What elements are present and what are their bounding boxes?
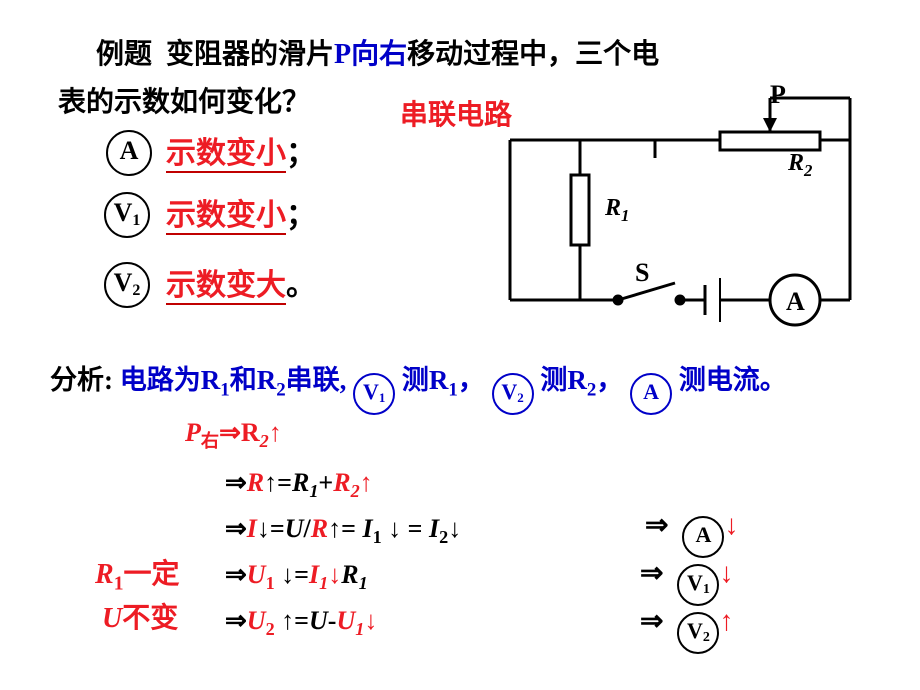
v1-sub: 1 [132, 212, 140, 229]
ca-icon: A [682, 516, 724, 558]
anv2v: V [501, 379, 517, 404]
reason-3: ⇒I↓=U/R↑= I1 ↓ = I2↓ [225, 514, 461, 548]
title-line1: 例题 变阻器的滑片P向右移动过程中，三个电 [96, 32, 659, 72]
cv2-arrow: ⇒ [640, 606, 663, 637]
r2-r: R [788, 150, 804, 176]
anv1s: 1 [379, 390, 386, 405]
cv2s: 2 [703, 630, 710, 645]
cv2v: V [687, 618, 703, 643]
reason-2: ⇒R↑=R1+R2↑ [225, 468, 373, 502]
anv2s: 2 [517, 390, 524, 405]
r1-label: R1 [605, 195, 629, 226]
r1c: ↑ [269, 418, 282, 447]
analysis-row: 分析: 电路为R1和R2串联, V1 测R1， V2 测R2， A 测电流。 [50, 358, 787, 415]
v2-v: V [114, 268, 133, 297]
r1-sub: 1 [621, 206, 629, 225]
nr1s: 1 [114, 574, 124, 595]
answer-v1: 示数变小； [166, 190, 316, 234]
anv1v: V [363, 379, 379, 404]
r2-sub: 2 [804, 161, 812, 180]
title-line2: 表的示数如何变化？ [58, 80, 310, 120]
r1a: P [185, 418, 201, 447]
an-d: 测R [402, 365, 449, 395]
conc-v1: ⇒ V1↓ [640, 556, 733, 606]
conc-v2: ⇒ V2↑ [640, 604, 733, 654]
cv1-icon: V1 [677, 564, 719, 606]
p-label: P [770, 80, 786, 110]
an-h: 测电流。 [679, 365, 787, 395]
r2-label: R2 [788, 150, 812, 181]
nr1t: 一定 [123, 559, 179, 590]
note-u: U不变 [102, 596, 178, 636]
circuit-diagram: A [480, 90, 880, 340]
cv2-icon: V2 [677, 612, 719, 654]
an-e: ， [458, 365, 485, 395]
title-1c: 移动过程中，三个电 [407, 39, 659, 70]
ammeter-a-label: A [786, 287, 805, 316]
meter-a-icon: A [106, 130, 152, 176]
title-1b: 向右 [351, 39, 407, 70]
an-s2: 2 [276, 379, 285, 400]
ca-arrow: ⇒ [645, 510, 668, 541]
cv1v: V [687, 570, 703, 595]
semi-v1: ； [286, 199, 316, 232]
meter-v2-icon: V2 [104, 262, 150, 308]
reason-5: ⇒U2 ↑=U-U1↓ [225, 606, 377, 640]
physics-slide: 例题 变阻器的滑片P向右移动过程中，三个电 表的示数如何变化？ 串联电路 A 示… [0, 0, 920, 690]
row-a: A [106, 130, 152, 176]
answer-v2-text: 示数变大 [166, 269, 286, 305]
answer-a-text: 示数变小 [166, 137, 286, 173]
an-f: 测R [540, 365, 587, 395]
reason-1: P右⇒R2↑ [185, 418, 282, 453]
row-v2: V2 [104, 262, 150, 308]
answer-v2: 示数变大。 [166, 260, 316, 304]
an-a-icon: A [630, 373, 672, 415]
an-v2-icon: V2 [492, 373, 534, 415]
s-label: S [635, 258, 649, 288]
r2a: ⇒R↑=R1+R2↑ [225, 468, 373, 497]
answer-v1-text: 示数变小 [166, 199, 286, 235]
analysis-label: 分析: [50, 365, 113, 395]
r1b: ⇒R [219, 418, 260, 447]
cv2-up: ↑ [719, 606, 733, 637]
meter-v1-icon: V1 [104, 192, 150, 238]
title-2: 表的示数如何变化？ [58, 87, 310, 118]
row-v1: V1 [104, 192, 150, 238]
cv1s: 1 [703, 582, 710, 597]
conc-a: ⇒ A↓ [645, 508, 738, 558]
r1s: 右 [201, 431, 219, 451]
r1-r: R [605, 195, 621, 221]
answer-a: 示数变小； [166, 128, 316, 172]
reason-4: ⇒U1 ↓=I1↓R1 [225, 560, 368, 594]
v2-sub: 2 [132, 282, 140, 299]
semi-a: ； [286, 137, 316, 170]
cv1-down: ↓ [719, 558, 733, 589]
cv1-arrow: ⇒ [640, 558, 663, 589]
title-prefix: 例题 [96, 39, 152, 70]
an-a: 电路为R [120, 365, 221, 395]
an-s1: 1 [220, 379, 229, 400]
an-g: ， [596, 365, 623, 395]
title-1a: 变阻器的滑片 [166, 39, 334, 70]
an-d1: 1 [448, 379, 457, 400]
an-c: 串联, [286, 365, 347, 395]
title-p: P [334, 39, 351, 70]
note-r1: R1一定 [95, 552, 180, 596]
ca-down: ↓ [724, 510, 738, 541]
an-b: 和R [230, 365, 277, 395]
nr1: R [95, 559, 114, 590]
an-f2: 2 [587, 379, 596, 400]
period-v2: 。 [286, 269, 316, 302]
r1s2: 2 [260, 431, 269, 451]
an-v1-icon: V1 [353, 373, 395, 415]
v1-v: V [114, 198, 133, 227]
